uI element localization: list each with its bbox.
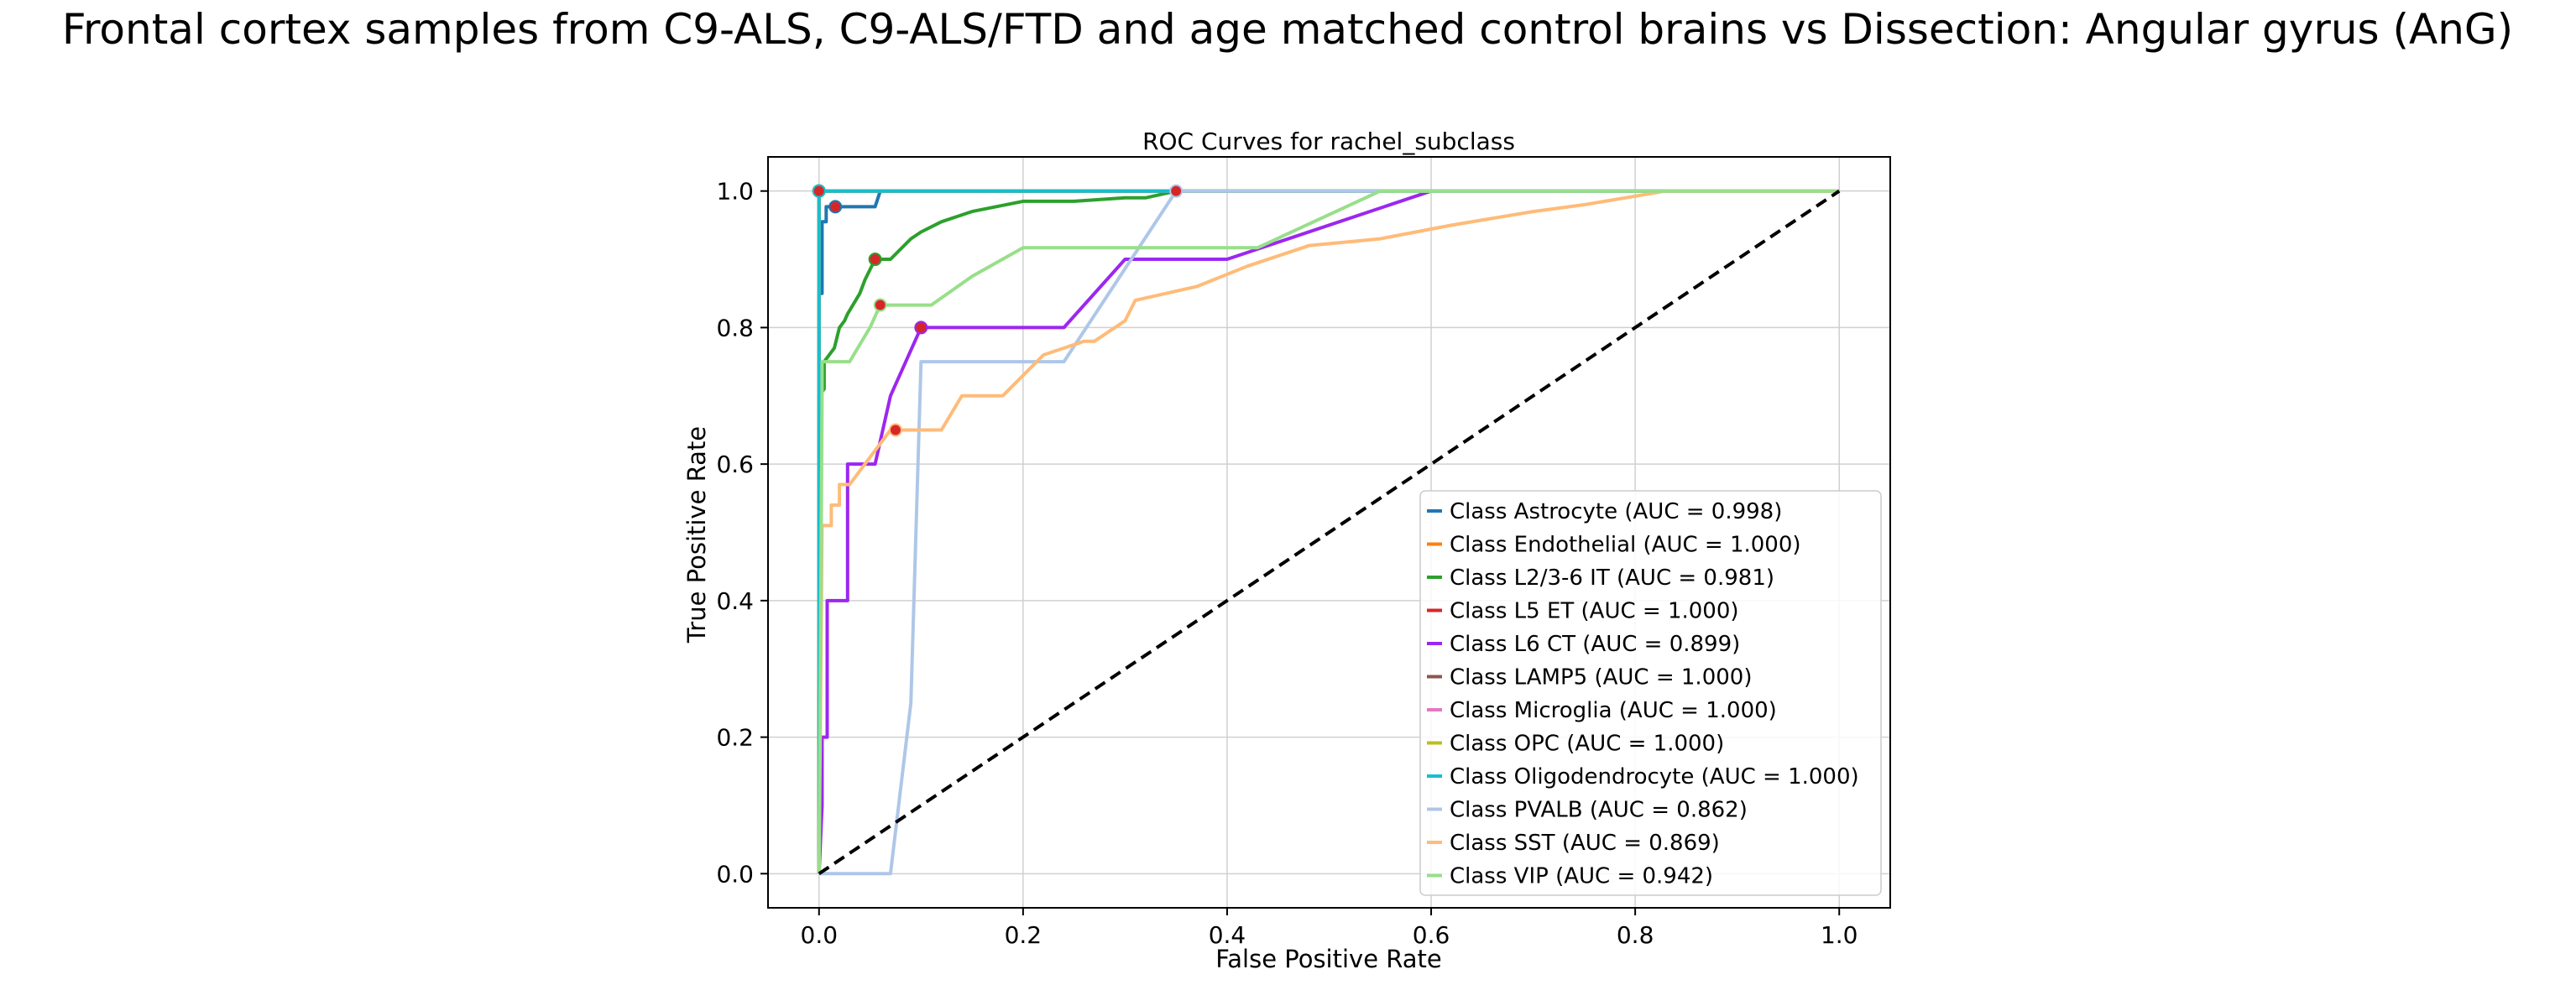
threshold-markers — [812, 184, 1183, 437]
optimal-threshold-marker — [868, 253, 882, 267]
legend-entry-label: Class L5 ET (AUC = 1.000) — [1450, 599, 1739, 624]
y-tick-label: 0.8 — [716, 314, 754, 341]
roc-curves — [817, 189, 1841, 876]
legend-entry-label: Class L2/3-6 IT (AUC = 0.981) — [1450, 565, 1774, 591]
legend-entry-label: Class L6 CT (AUC = 0.899) — [1450, 632, 1740, 657]
legend-entry-label: Class Endothelial (AUC = 1.000) — [1450, 533, 1801, 558]
roc-curve-line — [817, 189, 1840, 874]
y-tick-label: 0.6 — [716, 451, 754, 478]
optimal-threshold-marker — [828, 200, 843, 214]
legend-entry-label: Class VIP (AUC = 0.942) — [1450, 864, 1713, 889]
x-tick-label: 0.6 — [1413, 921, 1450, 949]
optimal-threshold-marker — [812, 184, 826, 198]
legend-entry-label: Class OPC (AUC = 1.000) — [1450, 732, 1724, 757]
y-axis-label: True Positive Rate — [682, 426, 711, 644]
y-tick-label: 0.4 — [716, 587, 754, 615]
x-tick-label: 0.2 — [1005, 921, 1042, 949]
legend-entry-label: Class Microglia (AUC = 1.000) — [1450, 698, 1777, 723]
legend-entry-label: Class LAMP5 (AUC = 1.000) — [1450, 665, 1752, 691]
chance-diagonal-line — [818, 190, 1841, 875]
axis-ticks: 0.0 0.2 0.4 0.6 0.8 1.0 0.0 0.2 0.4 0.6 0.8 1.0 — [716, 178, 1858, 949]
y-tick-label: 0.0 — [716, 860, 754, 888]
legend-entry-label: Class Oligodendrocyte (AUC = 1.000) — [1450, 764, 1859, 790]
roc-curve-line — [817, 189, 1840, 874]
optimal-threshold-marker — [888, 423, 902, 437]
x-axis-label: False Positive Rate — [1215, 945, 1442, 973]
y-tick-label: 0.2 — [716, 724, 754, 752]
legend-box — [1419, 490, 1882, 896]
x-tick-label: 0.4 — [1209, 921, 1246, 949]
optimal-threshold-marker — [1169, 184, 1183, 198]
plot-frame — [767, 156, 1891, 909]
legend: Class Astrocyte (AUC = 0.998) Class Endot… — [1419, 490, 1882, 896]
roc-curve-line — [817, 189, 1840, 874]
figure-suptitle: Frontal cortex samples from C9-ALS, C9-A… — [62, 5, 2513, 54]
chart-title: ROC Curves for rachel_subclass — [1142, 128, 1515, 155]
x-tick-label: 0.8 — [1617, 921, 1654, 949]
x-tick-label: 0.0 — [801, 921, 839, 949]
legend-entry-label: Class PVALB (AUC = 0.862) — [1450, 798, 1748, 823]
legend-entry-label: Class SST (AUC = 0.869) — [1450, 831, 1720, 856]
legend-entry-label: Class Astrocyte (AUC = 0.998) — [1450, 499, 1782, 524]
optimal-threshold-marker — [914, 321, 928, 335]
y-tick-label: 1.0 — [716, 178, 754, 206]
x-tick-label: 1.0 — [1821, 921, 1858, 949]
optimal-threshold-marker — [873, 298, 887, 312]
roc-curve-line — [817, 189, 1840, 874]
